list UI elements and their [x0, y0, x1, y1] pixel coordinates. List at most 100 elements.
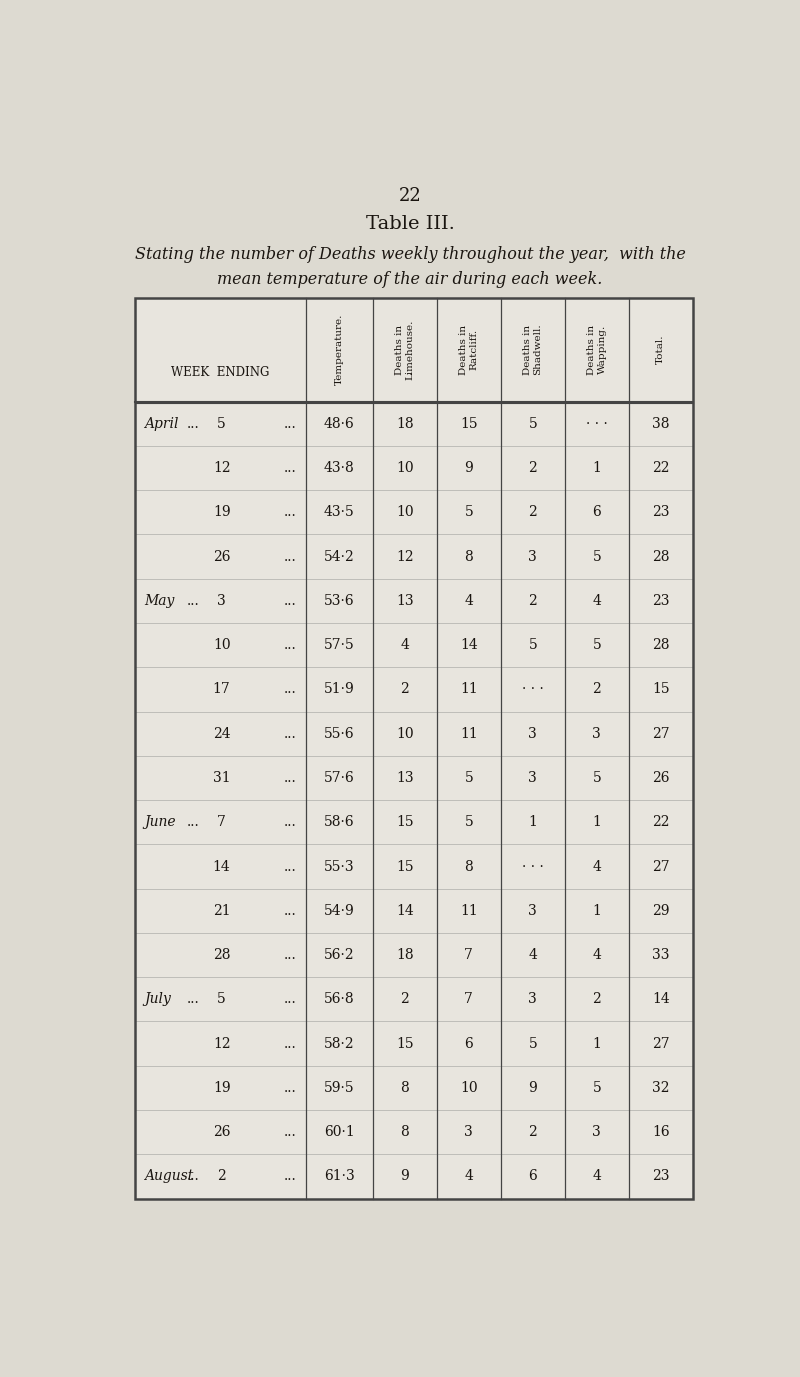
Text: 15: 15 — [396, 1037, 414, 1051]
Text: 19: 19 — [213, 505, 230, 519]
Text: 55·6: 55·6 — [324, 727, 354, 741]
Text: 53·6: 53·6 — [324, 593, 354, 607]
Bar — [135, 297, 693, 1198]
Text: 17: 17 — [213, 683, 230, 697]
Text: 29: 29 — [652, 903, 670, 918]
Text: 5: 5 — [464, 815, 473, 829]
Text: 60·1: 60·1 — [324, 1125, 354, 1139]
Text: 12: 12 — [396, 549, 414, 563]
Text: 9: 9 — [464, 461, 473, 475]
Text: 59·5: 59·5 — [324, 1081, 354, 1095]
Text: 57·6: 57·6 — [324, 771, 354, 785]
Text: 4: 4 — [592, 1169, 602, 1183]
Text: 5: 5 — [529, 638, 537, 653]
Text: 26: 26 — [213, 549, 230, 563]
Text: 9: 9 — [400, 1169, 409, 1183]
Text: 4: 4 — [400, 638, 409, 653]
Text: August: August — [144, 1169, 194, 1183]
Text: Stating the number of Deaths weekly throughout the year,  with the: Stating the number of Deaths weekly thro… — [134, 246, 686, 263]
Text: 8: 8 — [464, 859, 473, 873]
Text: May: May — [144, 593, 174, 607]
Text: 2: 2 — [529, 461, 537, 475]
Bar — [135, 297, 693, 1198]
Text: Table III.: Table III. — [366, 215, 454, 233]
Text: 10: 10 — [460, 1081, 478, 1095]
Text: WEEK  ENDING: WEEK ENDING — [171, 365, 270, 379]
Text: Deaths in
Wapping.: Deaths in Wapping. — [587, 325, 606, 375]
Text: 6: 6 — [529, 1169, 537, 1183]
Text: 13: 13 — [396, 593, 414, 607]
Text: ...: ... — [283, 1125, 296, 1139]
Text: mean temperature of the air during each week.: mean temperature of the air during each … — [218, 271, 602, 289]
Text: 22: 22 — [398, 187, 422, 205]
Text: 6: 6 — [593, 505, 602, 519]
Text: ...: ... — [283, 949, 296, 963]
Text: 3: 3 — [529, 903, 537, 918]
Text: ...: ... — [283, 505, 296, 519]
Text: ...: ... — [186, 993, 199, 1007]
Text: ...: ... — [283, 1081, 296, 1095]
Text: 5: 5 — [218, 993, 226, 1007]
Text: 3: 3 — [464, 1125, 473, 1139]
Text: 1: 1 — [592, 815, 602, 829]
Text: 26: 26 — [213, 1125, 230, 1139]
Text: 3: 3 — [529, 993, 537, 1007]
Text: 15: 15 — [652, 683, 670, 697]
Text: 5: 5 — [593, 549, 602, 563]
Text: 6: 6 — [464, 1037, 473, 1051]
Text: 27: 27 — [652, 727, 670, 741]
Text: 3: 3 — [593, 727, 602, 741]
Text: 58·6: 58·6 — [324, 815, 354, 829]
Text: 43·8: 43·8 — [324, 461, 354, 475]
Text: 14: 14 — [652, 993, 670, 1007]
Text: 24: 24 — [213, 727, 230, 741]
Text: 2: 2 — [593, 993, 602, 1007]
Text: 27: 27 — [652, 1037, 670, 1051]
Text: 11: 11 — [460, 683, 478, 697]
Text: ...: ... — [186, 1169, 199, 1183]
Text: ...: ... — [283, 859, 296, 873]
Text: Total.: Total. — [656, 335, 666, 365]
Text: ...: ... — [283, 993, 296, 1007]
Text: 4: 4 — [464, 1169, 473, 1183]
Text: 14: 14 — [460, 638, 478, 653]
Text: 5: 5 — [529, 417, 537, 431]
Text: Deaths in
Shadwell.: Deaths in Shadwell. — [523, 324, 542, 376]
Text: 11: 11 — [460, 727, 478, 741]
Text: 2: 2 — [400, 993, 409, 1007]
Text: 18: 18 — [396, 949, 414, 963]
Text: 9: 9 — [529, 1081, 537, 1095]
Text: 56·2: 56·2 — [324, 949, 354, 963]
Text: 28: 28 — [213, 949, 230, 963]
Text: 51·9: 51·9 — [324, 683, 354, 697]
Text: 14: 14 — [396, 903, 414, 918]
Text: 22: 22 — [652, 815, 670, 829]
Text: 56·8: 56·8 — [324, 993, 354, 1007]
Text: 16: 16 — [652, 1125, 670, 1139]
Text: 58·2: 58·2 — [324, 1037, 354, 1051]
Text: 54·2: 54·2 — [324, 549, 354, 563]
Text: ...: ... — [283, 1169, 296, 1183]
Text: ...: ... — [283, 417, 296, 431]
Text: 27: 27 — [652, 859, 670, 873]
Text: · · ·: · · · — [522, 683, 544, 697]
Text: 3: 3 — [218, 593, 226, 607]
Text: · · ·: · · · — [586, 417, 608, 431]
Text: 10: 10 — [396, 461, 414, 475]
Text: 15: 15 — [396, 859, 414, 873]
Text: 28: 28 — [652, 549, 670, 563]
Text: ...: ... — [283, 638, 296, 653]
Text: 4: 4 — [528, 949, 538, 963]
Text: 32: 32 — [652, 1081, 670, 1095]
Text: 48·6: 48·6 — [324, 417, 354, 431]
Text: 54·9: 54·9 — [324, 903, 354, 918]
Text: ...: ... — [283, 815, 296, 829]
Text: 23: 23 — [652, 505, 670, 519]
Text: 5: 5 — [218, 417, 226, 431]
Text: 8: 8 — [400, 1081, 409, 1095]
Text: 14: 14 — [213, 859, 230, 873]
Text: 4: 4 — [592, 859, 602, 873]
Text: ...: ... — [283, 1037, 296, 1051]
Text: ...: ... — [283, 727, 296, 741]
Text: 26: 26 — [652, 771, 670, 785]
